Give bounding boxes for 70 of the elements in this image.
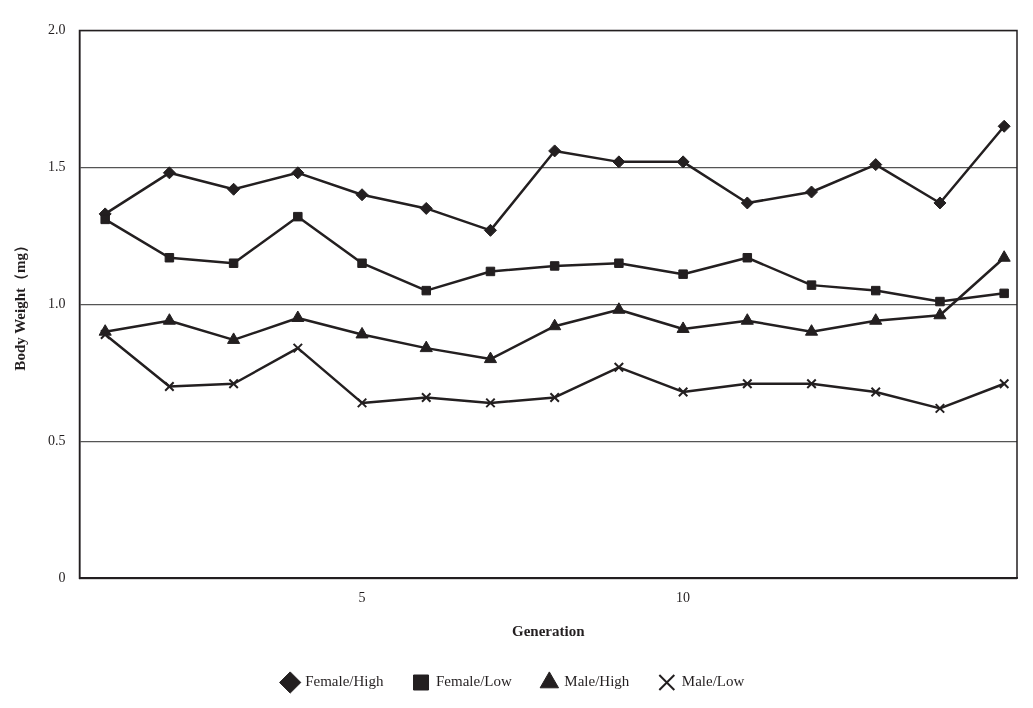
point [355,188,369,202]
point [419,201,433,215]
point [291,310,305,322]
point [612,302,626,314]
legend-label: Female/Low [436,673,512,690]
point [292,342,304,354]
point [483,223,497,237]
point [162,166,176,180]
point [997,119,1011,133]
point [933,196,947,210]
point [677,386,689,398]
point [740,196,754,210]
point [998,378,1010,389]
point [548,318,562,331]
point [612,155,626,169]
point [100,214,110,225]
legend-label: Female/High [305,673,385,690]
point [935,296,945,307]
y-tick-label: 1.0 [48,295,66,311]
point [483,351,498,364]
y-tick-label: 1.5 [48,159,66,175]
point [806,378,817,389]
point [164,381,175,392]
point [227,332,241,344]
legend-label: Male/High [564,673,630,690]
x-axis-title: Generation [512,622,586,639]
y-tick-label: 0.5 [48,432,66,448]
y-tick-label: 0 [58,569,66,585]
point [933,307,947,320]
point [485,397,496,409]
y-axis-title: Body Weight（mg） [11,237,28,371]
point [421,392,432,403]
point [548,144,562,158]
point [614,258,624,268]
point [869,158,883,172]
point [740,313,754,325]
point [485,266,496,277]
point [293,211,303,222]
point [164,252,175,263]
point [870,285,881,296]
point [742,252,753,263]
point [291,166,305,180]
point [742,378,753,389]
point [934,403,946,414]
point [356,397,368,409]
x-tick-label: 10 [676,590,691,606]
y-tick-label: 2.0 [48,22,66,38]
point [804,324,819,336]
point [676,321,690,333]
point [419,340,433,353]
point [613,362,625,373]
point [228,378,239,389]
legend-label: Male/Low [681,673,745,690]
point [227,182,241,196]
point [997,250,1011,262]
point [549,392,560,403]
point [806,280,817,290]
point [421,285,431,296]
point [162,313,176,325]
x-tick-label: 5 [358,590,366,606]
point [355,326,369,339]
point [869,313,883,325]
point [999,288,1009,299]
point [676,155,690,169]
point [357,258,367,268]
point [870,386,881,398]
point [678,269,688,279]
point [805,185,819,199]
point [228,258,239,268]
point [549,261,560,271]
